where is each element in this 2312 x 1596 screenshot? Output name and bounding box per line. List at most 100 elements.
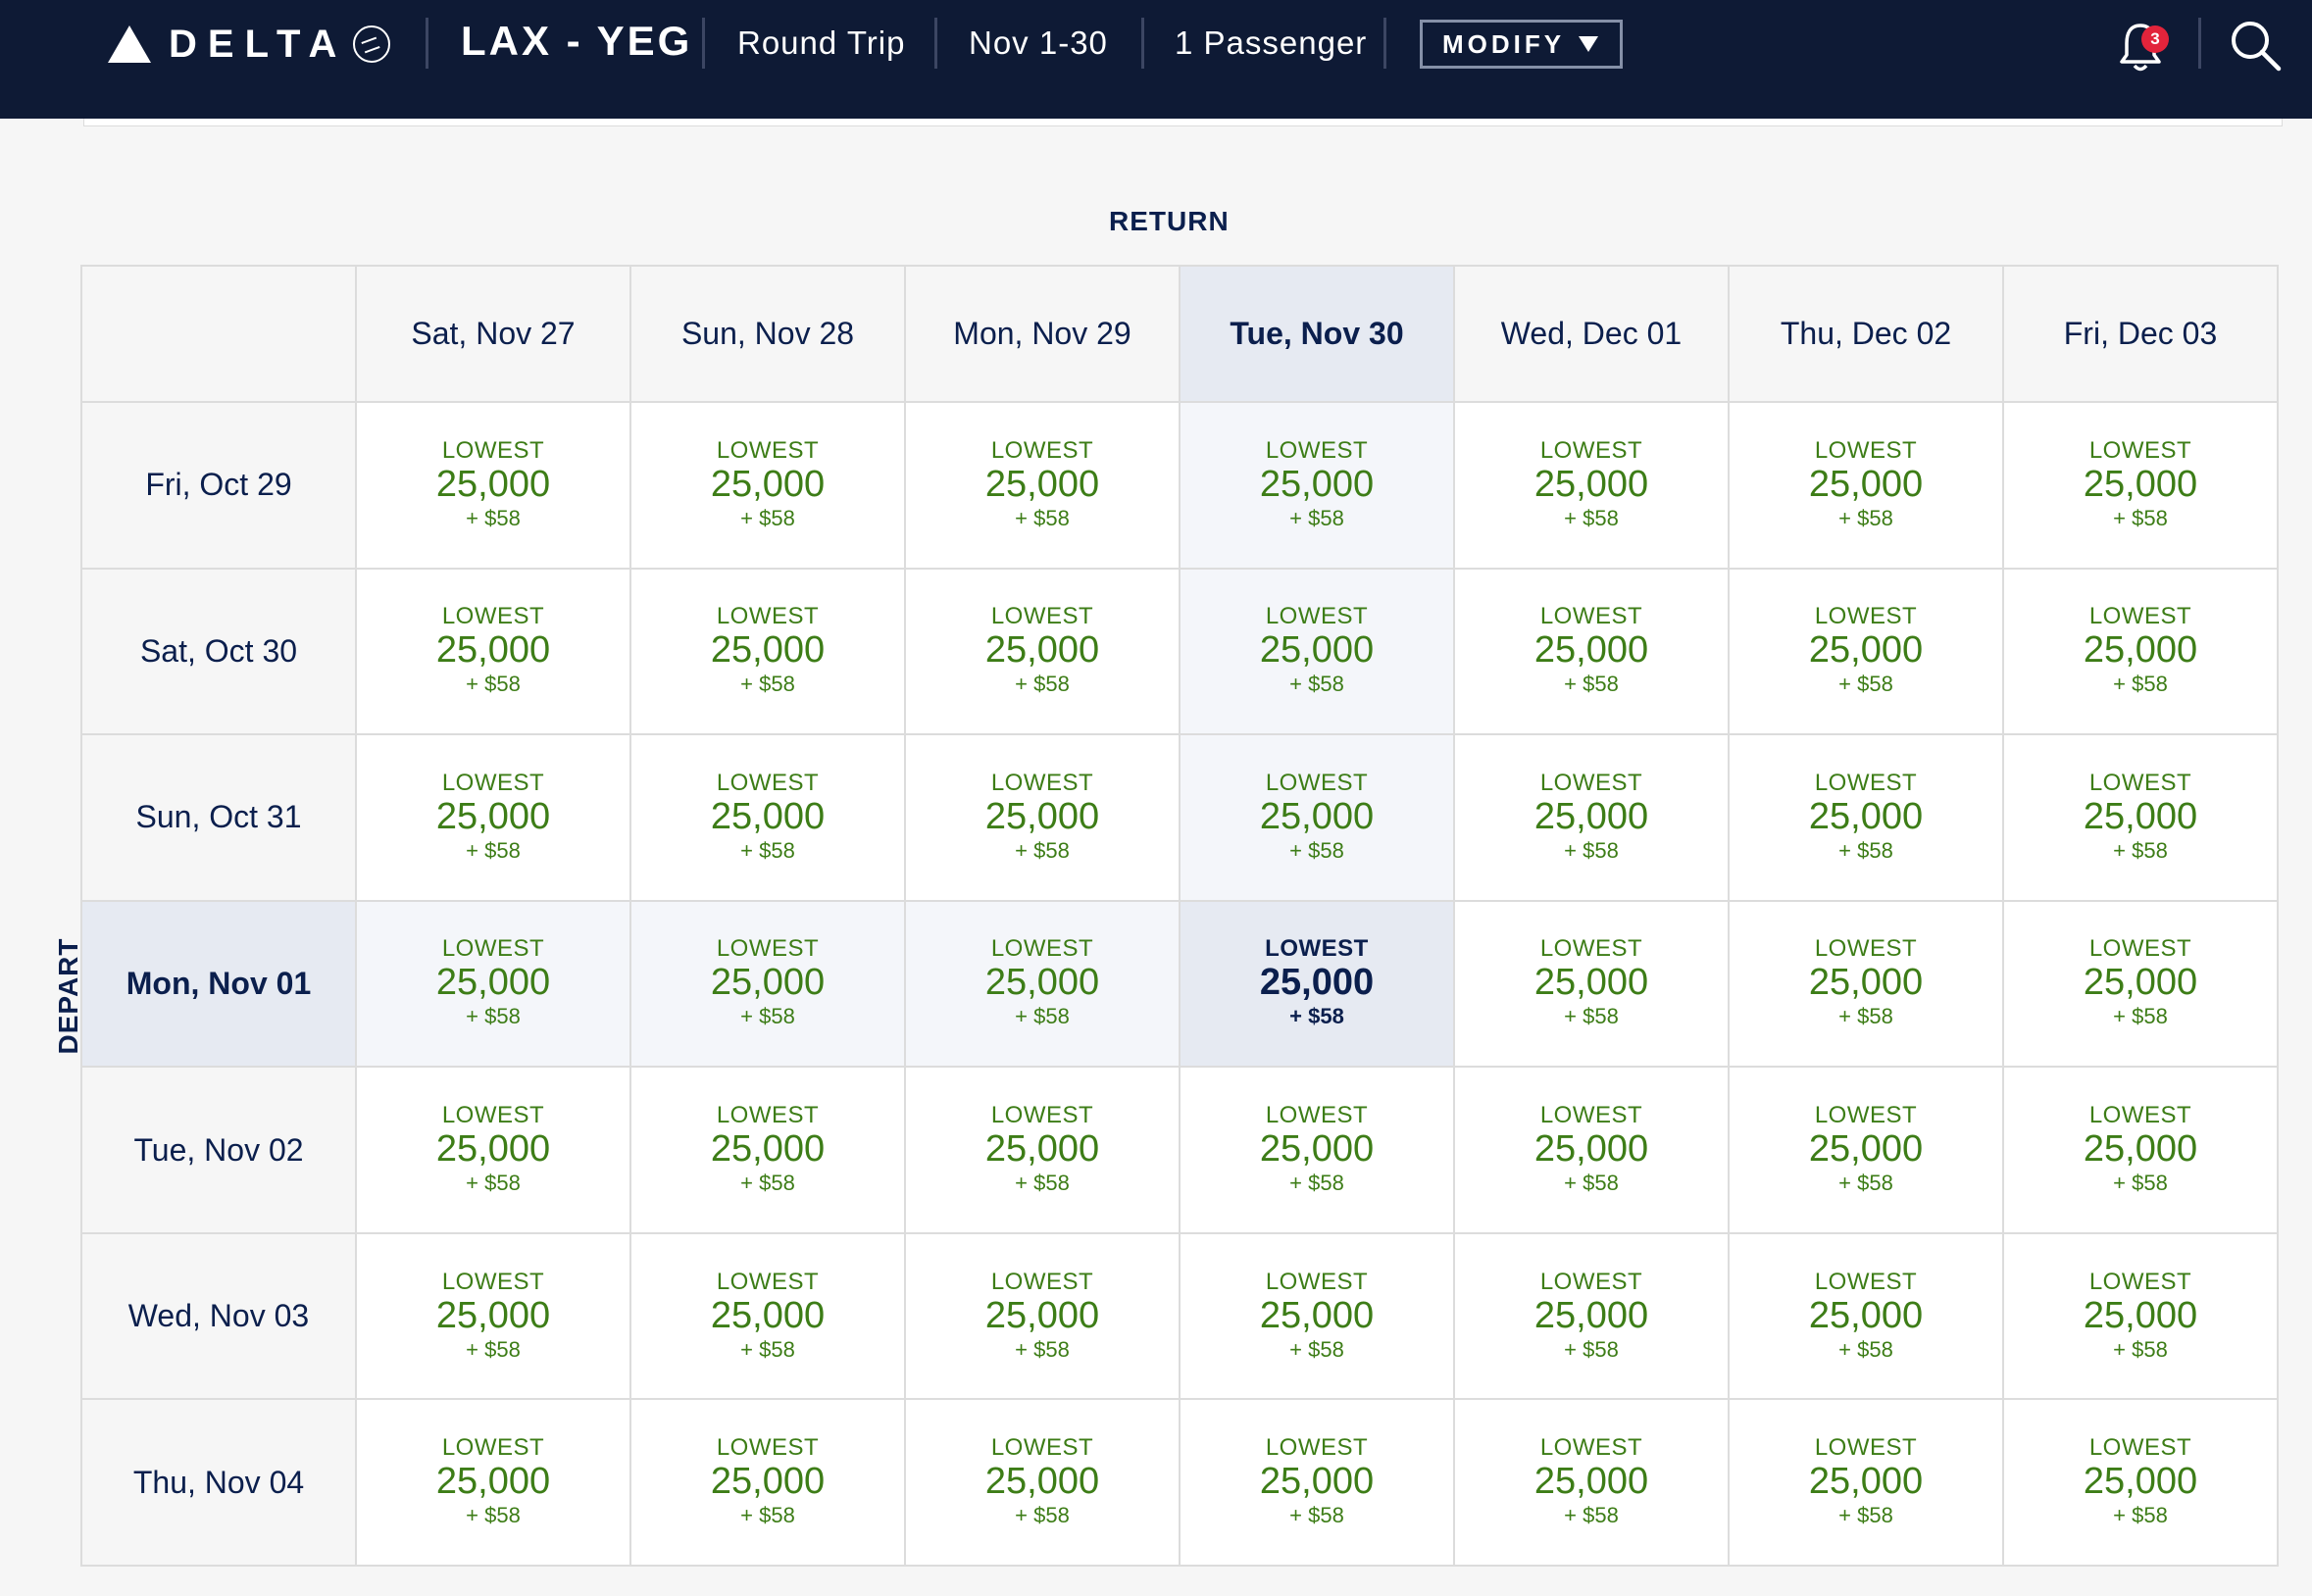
fare-cell[interactable]: LOWEST 25,000 + $58 <box>1181 901 1455 1069</box>
fare-miles: 25,000 <box>710 795 826 837</box>
fare-miles: 25,000 <box>435 1461 551 1503</box>
fare-miles: 25,000 <box>710 962 826 1004</box>
fare-miles: 25,000 <box>435 1294 551 1336</box>
fare-cell[interactable]: LOWEST 25,000 + $58 <box>906 1400 1181 1567</box>
search-icon[interactable] <box>2228 18 2283 73</box>
fare-taxes: + $58 <box>1838 672 1893 697</box>
fare-miles: 25,000 <box>1533 463 1649 505</box>
grid-corner <box>82 267 357 403</box>
fare-cell[interactable]: LOWEST 25,000 + $58 <box>1455 1068 1730 1234</box>
fare-cell[interactable]: LOWEST 25,000 + $58 <box>1455 901 1730 1069</box>
fare-cell[interactable]: LOWEST 25,000 + $58 <box>1181 1233 1455 1401</box>
fare-cell[interactable]: LOWEST 25,000 + $58 <box>2004 1400 2279 1567</box>
fare-taxes: + $58 <box>2113 1171 2168 1196</box>
search-summary-card <box>83 119 2283 126</box>
fare-cell[interactable]: LOWEST 25,000 + $58 <box>906 403 1181 570</box>
fare-miles: 25,000 <box>984 795 1100 837</box>
fare-miles: 25,000 <box>2083 962 2198 1004</box>
fare-taxes: + $58 <box>1015 505 1070 530</box>
fare-cell[interactable]: LOWEST 25,000 + $58 <box>1455 1233 1730 1401</box>
fare-cell[interactable]: LOWEST 25,000 + $58 <box>1730 901 2004 1069</box>
fare-cell[interactable]: LOWEST 25,000 + $58 <box>2004 735 2279 902</box>
fare-taxes: + $58 <box>740 837 795 863</box>
fare-cell[interactable]: LOWEST 25,000 + $58 <box>1181 403 1455 570</box>
fare-cell[interactable]: LOWEST 25,000 + $58 <box>1730 1233 2004 1401</box>
fare-cell[interactable]: LOWEST 25,000 + $58 <box>357 1233 631 1401</box>
fare-cell[interactable]: LOWEST 25,000 + $58 <box>631 403 906 570</box>
fare-cell[interactable]: LOWEST 25,000 + $58 <box>1730 1068 2004 1234</box>
fare-miles: 25,000 <box>984 1128 1100 1171</box>
fare-cell[interactable]: LOWEST 25,000 + $58 <box>906 901 1181 1069</box>
modify-button[interactable]: MODIFY <box>1420 20 1623 69</box>
fare-cell[interactable]: LOWEST 25,000 + $58 <box>357 1400 631 1567</box>
fare-miles: 25,000 <box>710 1128 826 1171</box>
fare-cell[interactable]: LOWEST 25,000 + $58 <box>357 569 631 736</box>
fare-cell[interactable]: LOWEST 25,000 + $58 <box>2004 403 2279 570</box>
fare-label: LOWEST <box>441 1268 545 1295</box>
fare-cell[interactable]: LOWEST 25,000 + $58 <box>631 1233 906 1401</box>
fare-cell[interactable]: LOWEST 25,000 + $58 <box>1181 1068 1455 1234</box>
fare-cell[interactable]: LOWEST 25,000 + $58 <box>2004 901 2279 1069</box>
fare-cell[interactable]: LOWEST 25,000 + $58 <box>1181 1400 1455 1567</box>
header-divider <box>702 18 705 69</box>
fare-label: LOWEST <box>441 1434 545 1462</box>
fare-miles: 25,000 <box>1259 1294 1375 1336</box>
fare-cell[interactable]: LOWEST 25,000 + $58 <box>1455 403 1730 570</box>
fare-cell[interactable]: LOWEST 25,000 + $58 <box>906 1068 1181 1234</box>
fare-cell[interactable]: LOWEST 25,000 + $58 <box>2004 1233 2279 1401</box>
fare-taxes: + $58 <box>1015 1503 1070 1528</box>
fare-taxes: + $58 <box>2113 505 2168 530</box>
fare-label: LOWEST <box>990 1268 1094 1295</box>
fare-taxes: + $58 <box>1289 1171 1344 1196</box>
delta-logo[interactable]: DELTA <box>108 20 391 69</box>
fare-miles: 25,000 <box>1533 1294 1649 1336</box>
fare-cell[interactable]: LOWEST 25,000 + $58 <box>1455 569 1730 736</box>
fare-label: LOWEST <box>1265 1434 1369 1462</box>
fare-taxes: + $58 <box>1564 1004 1619 1029</box>
fare-label: LOWEST <box>990 436 1094 464</box>
fare-cell[interactable]: LOWEST 25,000 + $58 <box>357 735 631 902</box>
fare-cell[interactable]: LOWEST 25,000 + $58 <box>906 1233 1181 1401</box>
fare-taxes: + $58 <box>1838 837 1893 863</box>
fare-cell[interactable]: LOWEST 25,000 + $58 <box>631 569 906 736</box>
depart-date-header: Mon, Nov 01 <box>82 901 357 1069</box>
fare-miles: 25,000 <box>984 1461 1100 1503</box>
fare-cell[interactable]: LOWEST 25,000 + $58 <box>906 569 1181 736</box>
fare-miles: 25,000 <box>1533 1461 1649 1503</box>
fare-taxes: + $58 <box>466 1004 521 1029</box>
fare-cell[interactable]: LOWEST 25,000 + $58 <box>1181 735 1455 902</box>
fare-cell[interactable]: LOWEST 25,000 + $58 <box>2004 569 2279 736</box>
fare-label: LOWEST <box>990 1102 1094 1129</box>
travel-dates: Nov 1-30 <box>969 25 1108 61</box>
fare-label: LOWEST <box>441 769 545 796</box>
fare-label: LOWEST <box>1265 935 1369 963</box>
fare-cell[interactable]: LOWEST 25,000 + $58 <box>1455 1400 1730 1567</box>
fare-miles: 25,000 <box>1259 1461 1375 1503</box>
fare-cell[interactable]: LOWEST 25,000 + $58 <box>906 735 1181 902</box>
fare-cell[interactable]: LOWEST 25,000 + $58 <box>1730 735 2004 902</box>
fare-cell[interactable]: LOWEST 25,000 + $58 <box>1455 735 1730 902</box>
fare-taxes: + $58 <box>1289 837 1344 863</box>
fare-cell[interactable]: LOWEST 25,000 + $58 <box>1730 1400 2004 1567</box>
fare-cell[interactable]: LOWEST 25,000 + $58 <box>1730 569 2004 736</box>
depart-date-header: Thu, Nov 04 <box>82 1400 357 1567</box>
fare-cell[interactable]: LOWEST 25,000 + $58 <box>357 901 631 1069</box>
fare-label: LOWEST <box>1265 1102 1369 1129</box>
fare-cell[interactable]: LOWEST 25,000 + $58 <box>1181 569 1455 736</box>
fare-cell[interactable]: LOWEST 25,000 + $58 <box>1730 403 2004 570</box>
fare-cell[interactable]: LOWEST 25,000 + $58 <box>357 1068 631 1234</box>
fare-taxes: + $58 <box>1838 1171 1893 1196</box>
fare-cell[interactable]: LOWEST 25,000 + $58 <box>357 403 631 570</box>
fare-cell[interactable]: LOWEST 25,000 + $58 <box>631 1400 906 1567</box>
depart-date-header: Fri, Oct 29 <box>82 403 357 570</box>
fare-miles: 25,000 <box>1533 629 1649 672</box>
fare-cell[interactable]: LOWEST 25,000 + $58 <box>631 735 906 902</box>
fare-label: LOWEST <box>1539 436 1643 464</box>
fare-taxes: + $58 <box>1564 505 1619 530</box>
fare-miles: 25,000 <box>2083 1128 2198 1171</box>
fare-label: LOWEST <box>716 1434 820 1462</box>
fare-cell[interactable]: LOWEST 25,000 + $58 <box>631 1068 906 1234</box>
fare-cell[interactable]: LOWEST 25,000 + $58 <box>2004 1068 2279 1234</box>
fare-label: LOWEST <box>2088 769 2192 796</box>
fare-cell[interactable]: LOWEST 25,000 + $58 <box>631 901 906 1069</box>
